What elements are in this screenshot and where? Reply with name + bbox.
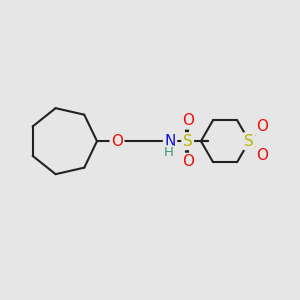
Text: N: N: [164, 134, 176, 149]
Text: S: S: [183, 134, 193, 149]
Text: O: O: [182, 113, 194, 128]
Text: O: O: [256, 119, 268, 134]
Text: H: H: [164, 146, 173, 159]
Text: O: O: [256, 148, 268, 164]
Text: O: O: [182, 154, 194, 169]
Text: S: S: [244, 134, 254, 149]
Text: O: O: [111, 134, 123, 149]
